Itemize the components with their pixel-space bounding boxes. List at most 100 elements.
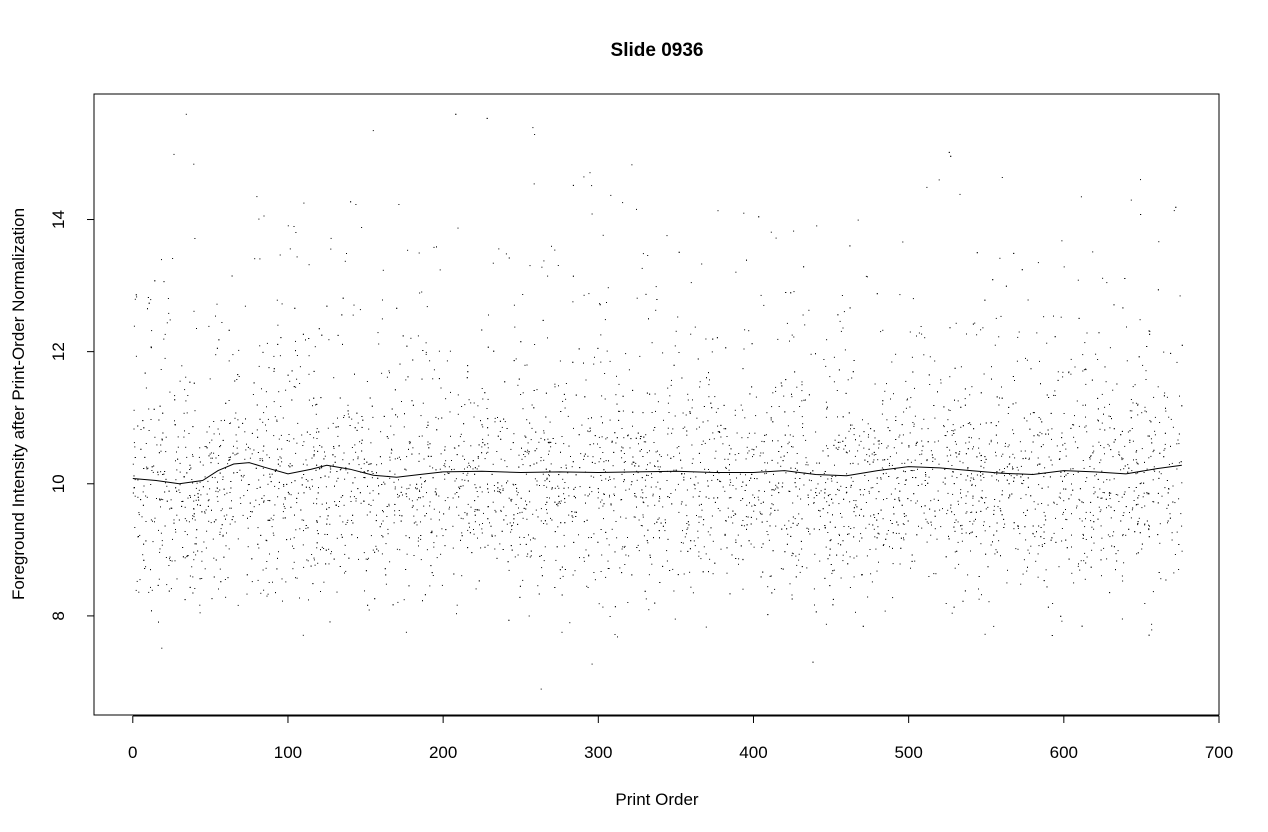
- data-point: [344, 478, 346, 480]
- data-point: [1043, 580, 1045, 582]
- data-point: [796, 453, 798, 454]
- data-point: [598, 436, 600, 438]
- data-point: [1103, 492, 1105, 494]
- data-point: [457, 227, 459, 229]
- data-point: [897, 524, 899, 526]
- data-point: [1143, 482, 1145, 484]
- data-point: [750, 523, 752, 525]
- data-point: [669, 497, 670, 498]
- data-point: [950, 504, 952, 506]
- data-point: [1123, 493, 1125, 495]
- data-point: [1112, 456, 1114, 458]
- data-point: [694, 326, 696, 328]
- data-point: [997, 506, 999, 508]
- data-point: [621, 499, 623, 500]
- data-point: [228, 360, 230, 362]
- data-point: [460, 485, 462, 487]
- data-point: [284, 507, 286, 509]
- data-point: [655, 486, 657, 488]
- data-point: [296, 256, 298, 258]
- data-point: [1027, 486, 1029, 488]
- data-point: [1109, 479, 1111, 481]
- data-point: [913, 470, 915, 471]
- data-point: [815, 492, 817, 494]
- data-point: [770, 231, 772, 233]
- data-point: [421, 291, 423, 293]
- data-point: [459, 436, 461, 438]
- data-point: [186, 456, 188, 458]
- data-point: [328, 507, 330, 509]
- data-point: [504, 460, 506, 462]
- data-point: [314, 564, 316, 566]
- data-point: [921, 440, 923, 442]
- data-point: [305, 479, 307, 480]
- data-point: [507, 480, 509, 482]
- data-point: [1005, 442, 1006, 444]
- data-point: [544, 520, 546, 522]
- data-point: [340, 496, 342, 498]
- data-point: [829, 376, 831, 378]
- data-point: [942, 508, 943, 510]
- data-point: [911, 470, 913, 472]
- data-point: [401, 515, 403, 517]
- data-point: [189, 464, 191, 466]
- data-point: [649, 554, 651, 556]
- data-point: [250, 511, 252, 512]
- data-point: [487, 447, 489, 449]
- data-point: [611, 440, 613, 442]
- data-point: [950, 454, 952, 456]
- data-point: [799, 571, 801, 573]
- data-point: [766, 520, 768, 522]
- data-point: [536, 480, 538, 482]
- data-point: [1085, 518, 1086, 520]
- data-point: [954, 429, 956, 431]
- data-point: [692, 399, 693, 401]
- data-point: [737, 534, 739, 536]
- data-point: [416, 524, 418, 526]
- data-point: [1013, 433, 1015, 435]
- data-point: [263, 500, 265, 502]
- data-point: [257, 436, 259, 438]
- data-point: [579, 557, 580, 559]
- data-point: [418, 435, 420, 437]
- data-point: [694, 545, 696, 547]
- data-point: [1002, 453, 1004, 455]
- data-point: [614, 606, 616, 608]
- data-point: [1033, 412, 1035, 414]
- data-point: [488, 314, 489, 316]
- data-point: [473, 402, 475, 404]
- data-point: [1133, 500, 1135, 501]
- data-point: [719, 480, 721, 482]
- data-point: [1122, 534, 1124, 535]
- data-point: [1078, 317, 1080, 319]
- data-point: [856, 555, 858, 557]
- data-point: [557, 502, 559, 504]
- data-point: [588, 555, 590, 557]
- data-point: [470, 402, 472, 404]
- data-point: [1180, 513, 1182, 515]
- data-point: [895, 420, 897, 421]
- data-point: [160, 450, 162, 452]
- data-point: [1170, 352, 1172, 354]
- data-point: [394, 510, 396, 512]
- data-point: [970, 477, 972, 479]
- data-point: [760, 452, 762, 454]
- data-point: [186, 555, 188, 557]
- data-point: [992, 279, 994, 281]
- data-point: [723, 428, 725, 430]
- data-point: [632, 461, 634, 463]
- data-point: [722, 486, 724, 488]
- data-point: [932, 460, 934, 462]
- data-point: [869, 549, 871, 550]
- data-point: [1041, 433, 1043, 435]
- data-point: [931, 454, 933, 456]
- data-point: [597, 541, 599, 543]
- data-point: [818, 492, 820, 494]
- data-point: [913, 493, 915, 495]
- data-point: [1133, 459, 1134, 461]
- data-point: [934, 515, 936, 517]
- data-point: [364, 590, 365, 592]
- data-point: [538, 441, 540, 443]
- data-point: [341, 536, 343, 538]
- data-point: [781, 385, 783, 387]
